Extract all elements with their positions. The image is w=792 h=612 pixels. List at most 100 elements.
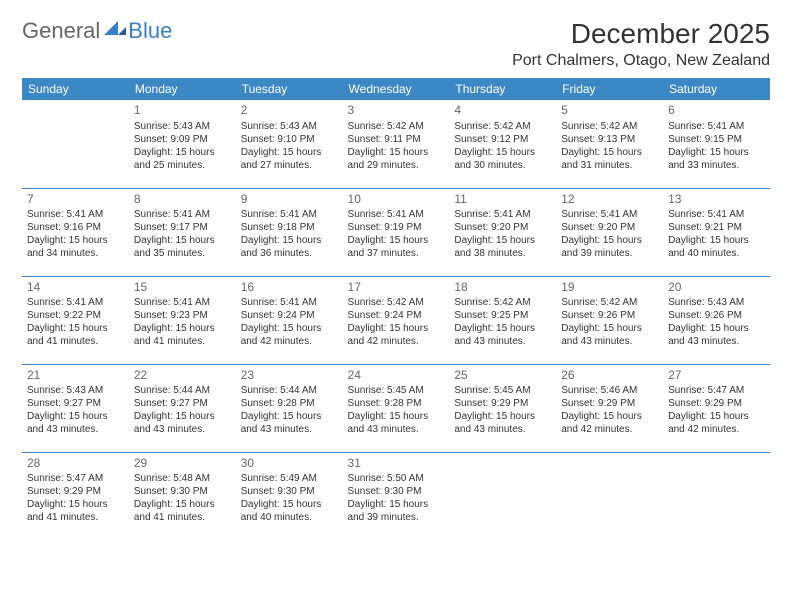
sun-info: Sunrise: 5:41 AMSunset: 9:16 PMDaylight:… [27,208,124,260]
sun-info: Sunrise: 5:41 AMSunset: 9:15 PMDaylight:… [668,120,765,172]
week-row: 14Sunrise: 5:41 AMSunset: 9:22 PMDayligh… [22,276,770,364]
day-cell: 2Sunrise: 5:43 AMSunset: 9:10 PMDaylight… [236,100,343,188]
day-cell: 14Sunrise: 5:41 AMSunset: 9:22 PMDayligh… [22,276,129,364]
sun-info: Sunrise: 5:41 AMSunset: 9:22 PMDaylight:… [27,296,124,348]
location-subtitle: Port Chalmers, Otago, New Zealand [512,52,770,70]
sun-info: Sunrise: 5:43 AMSunset: 9:26 PMDaylight:… [668,296,765,348]
day-number: 3 [348,103,445,119]
sun-info: Sunrise: 5:43 AMSunset: 9:09 PMDaylight:… [134,120,231,172]
day-number: 17 [348,280,445,296]
day-cell: 19Sunrise: 5:42 AMSunset: 9:26 PMDayligh… [556,276,663,364]
sun-info: Sunrise: 5:50 AMSunset: 9:30 PMDaylight:… [348,472,445,524]
day-cell: 15Sunrise: 5:41 AMSunset: 9:23 PMDayligh… [129,276,236,364]
day-cell: 6Sunrise: 5:41 AMSunset: 9:15 PMDaylight… [663,100,770,188]
day-header: Tuesday [236,78,343,100]
day-header: Wednesday [343,78,450,100]
day-cell: 23Sunrise: 5:44 AMSunset: 9:28 PMDayligh… [236,364,343,452]
day-cell: 9Sunrise: 5:41 AMSunset: 9:18 PMDaylight… [236,188,343,276]
day-header-row: Sunday Monday Tuesday Wednesday Thursday… [22,78,770,100]
day-number: 20 [668,280,765,296]
day-cell: 5Sunrise: 5:42 AMSunset: 9:13 PMDaylight… [556,100,663,188]
day-number: 1 [134,103,231,119]
sun-info: Sunrise: 5:41 AMSunset: 9:19 PMDaylight:… [348,208,445,260]
sun-info: Sunrise: 5:42 AMSunset: 9:13 PMDaylight:… [561,120,658,172]
day-number: 8 [134,192,231,208]
day-number: 29 [134,456,231,472]
sun-info: Sunrise: 5:42 AMSunset: 9:25 PMDaylight:… [454,296,551,348]
calendar-body: 1Sunrise: 5:43 AMSunset: 9:09 PMDaylight… [22,100,770,540]
day-cell [22,100,129,188]
day-cell: 3Sunrise: 5:42 AMSunset: 9:11 PMDaylight… [343,100,450,188]
day-cell [556,452,663,540]
day-number: 6 [668,103,765,119]
sun-info: Sunrise: 5:47 AMSunset: 9:29 PMDaylight:… [27,472,124,524]
day-number: 5 [561,103,658,119]
sun-info: Sunrise: 5:41 AMSunset: 9:21 PMDaylight:… [668,208,765,260]
day-cell: 8Sunrise: 5:41 AMSunset: 9:17 PMDaylight… [129,188,236,276]
day-number: 25 [454,368,551,384]
day-number: 23 [241,368,338,384]
day-header: Thursday [449,78,556,100]
day-cell [663,452,770,540]
day-cell: 4Sunrise: 5:42 AMSunset: 9:12 PMDaylight… [449,100,556,188]
sun-info: Sunrise: 5:44 AMSunset: 9:27 PMDaylight:… [134,384,231,436]
day-number: 2 [241,103,338,119]
day-cell: 7Sunrise: 5:41 AMSunset: 9:16 PMDaylight… [22,188,129,276]
day-number: 13 [668,192,765,208]
day-number: 30 [241,456,338,472]
sun-info: Sunrise: 5:41 AMSunset: 9:24 PMDaylight:… [241,296,338,348]
day-cell: 22Sunrise: 5:44 AMSunset: 9:27 PMDayligh… [129,364,236,452]
day-cell: 10Sunrise: 5:41 AMSunset: 9:19 PMDayligh… [343,188,450,276]
sun-info: Sunrise: 5:45 AMSunset: 9:28 PMDaylight:… [348,384,445,436]
day-header: Saturday [663,78,770,100]
day-cell: 1Sunrise: 5:43 AMSunset: 9:09 PMDaylight… [129,100,236,188]
day-cell: 17Sunrise: 5:42 AMSunset: 9:24 PMDayligh… [343,276,450,364]
day-number: 9 [241,192,338,208]
day-number: 19 [561,280,658,296]
day-number: 11 [454,192,551,208]
day-cell: 13Sunrise: 5:41 AMSunset: 9:21 PMDayligh… [663,188,770,276]
sun-info: Sunrise: 5:46 AMSunset: 9:29 PMDaylight:… [561,384,658,436]
sun-info: Sunrise: 5:43 AMSunset: 9:10 PMDaylight:… [241,120,338,172]
day-cell: 31Sunrise: 5:50 AMSunset: 9:30 PMDayligh… [343,452,450,540]
day-cell [449,452,556,540]
day-header: Monday [129,78,236,100]
logo-mark-icon [104,21,126,35]
day-cell: 30Sunrise: 5:49 AMSunset: 9:30 PMDayligh… [236,452,343,540]
sun-info: Sunrise: 5:41 AMSunset: 9:18 PMDaylight:… [241,208,338,260]
day-number: 21 [27,368,124,384]
day-number: 24 [348,368,445,384]
day-number: 26 [561,368,658,384]
sun-info: Sunrise: 5:41 AMSunset: 9:17 PMDaylight:… [134,208,231,260]
week-row: 21Sunrise: 5:43 AMSunset: 9:27 PMDayligh… [22,364,770,452]
sun-info: Sunrise: 5:44 AMSunset: 9:28 PMDaylight:… [241,384,338,436]
day-cell: 28Sunrise: 5:47 AMSunset: 9:29 PMDayligh… [22,452,129,540]
day-header: Sunday [22,78,129,100]
sun-info: Sunrise: 5:42 AMSunset: 9:12 PMDaylight:… [454,120,551,172]
day-number: 31 [348,456,445,472]
sun-info: Sunrise: 5:49 AMSunset: 9:30 PMDaylight:… [241,472,338,524]
header: General Blue December 2025 Port Chalmers… [22,18,770,70]
sun-info: Sunrise: 5:48 AMSunset: 9:30 PMDaylight:… [134,472,231,524]
day-number: 7 [27,192,124,208]
day-number: 27 [668,368,765,384]
day-cell: 24Sunrise: 5:45 AMSunset: 9:28 PMDayligh… [343,364,450,452]
logo: General Blue [22,18,172,44]
sun-info: Sunrise: 5:41 AMSunset: 9:20 PMDaylight:… [561,208,658,260]
day-cell: 11Sunrise: 5:41 AMSunset: 9:20 PMDayligh… [449,188,556,276]
day-number: 16 [241,280,338,296]
day-number: 18 [454,280,551,296]
day-number: 14 [27,280,124,296]
day-cell: 20Sunrise: 5:43 AMSunset: 9:26 PMDayligh… [663,276,770,364]
day-number: 12 [561,192,658,208]
day-cell: 25Sunrise: 5:45 AMSunset: 9:29 PMDayligh… [449,364,556,452]
day-number: 15 [134,280,231,296]
logo-text-blue: Blue [128,18,172,44]
title-block: December 2025 Port Chalmers, Otago, New … [512,18,770,70]
day-number: 22 [134,368,231,384]
sun-info: Sunrise: 5:47 AMSunset: 9:29 PMDaylight:… [668,384,765,436]
day-cell: 12Sunrise: 5:41 AMSunset: 9:20 PMDayligh… [556,188,663,276]
day-header: Friday [556,78,663,100]
sun-info: Sunrise: 5:41 AMSunset: 9:20 PMDaylight:… [454,208,551,260]
day-number: 4 [454,103,551,119]
